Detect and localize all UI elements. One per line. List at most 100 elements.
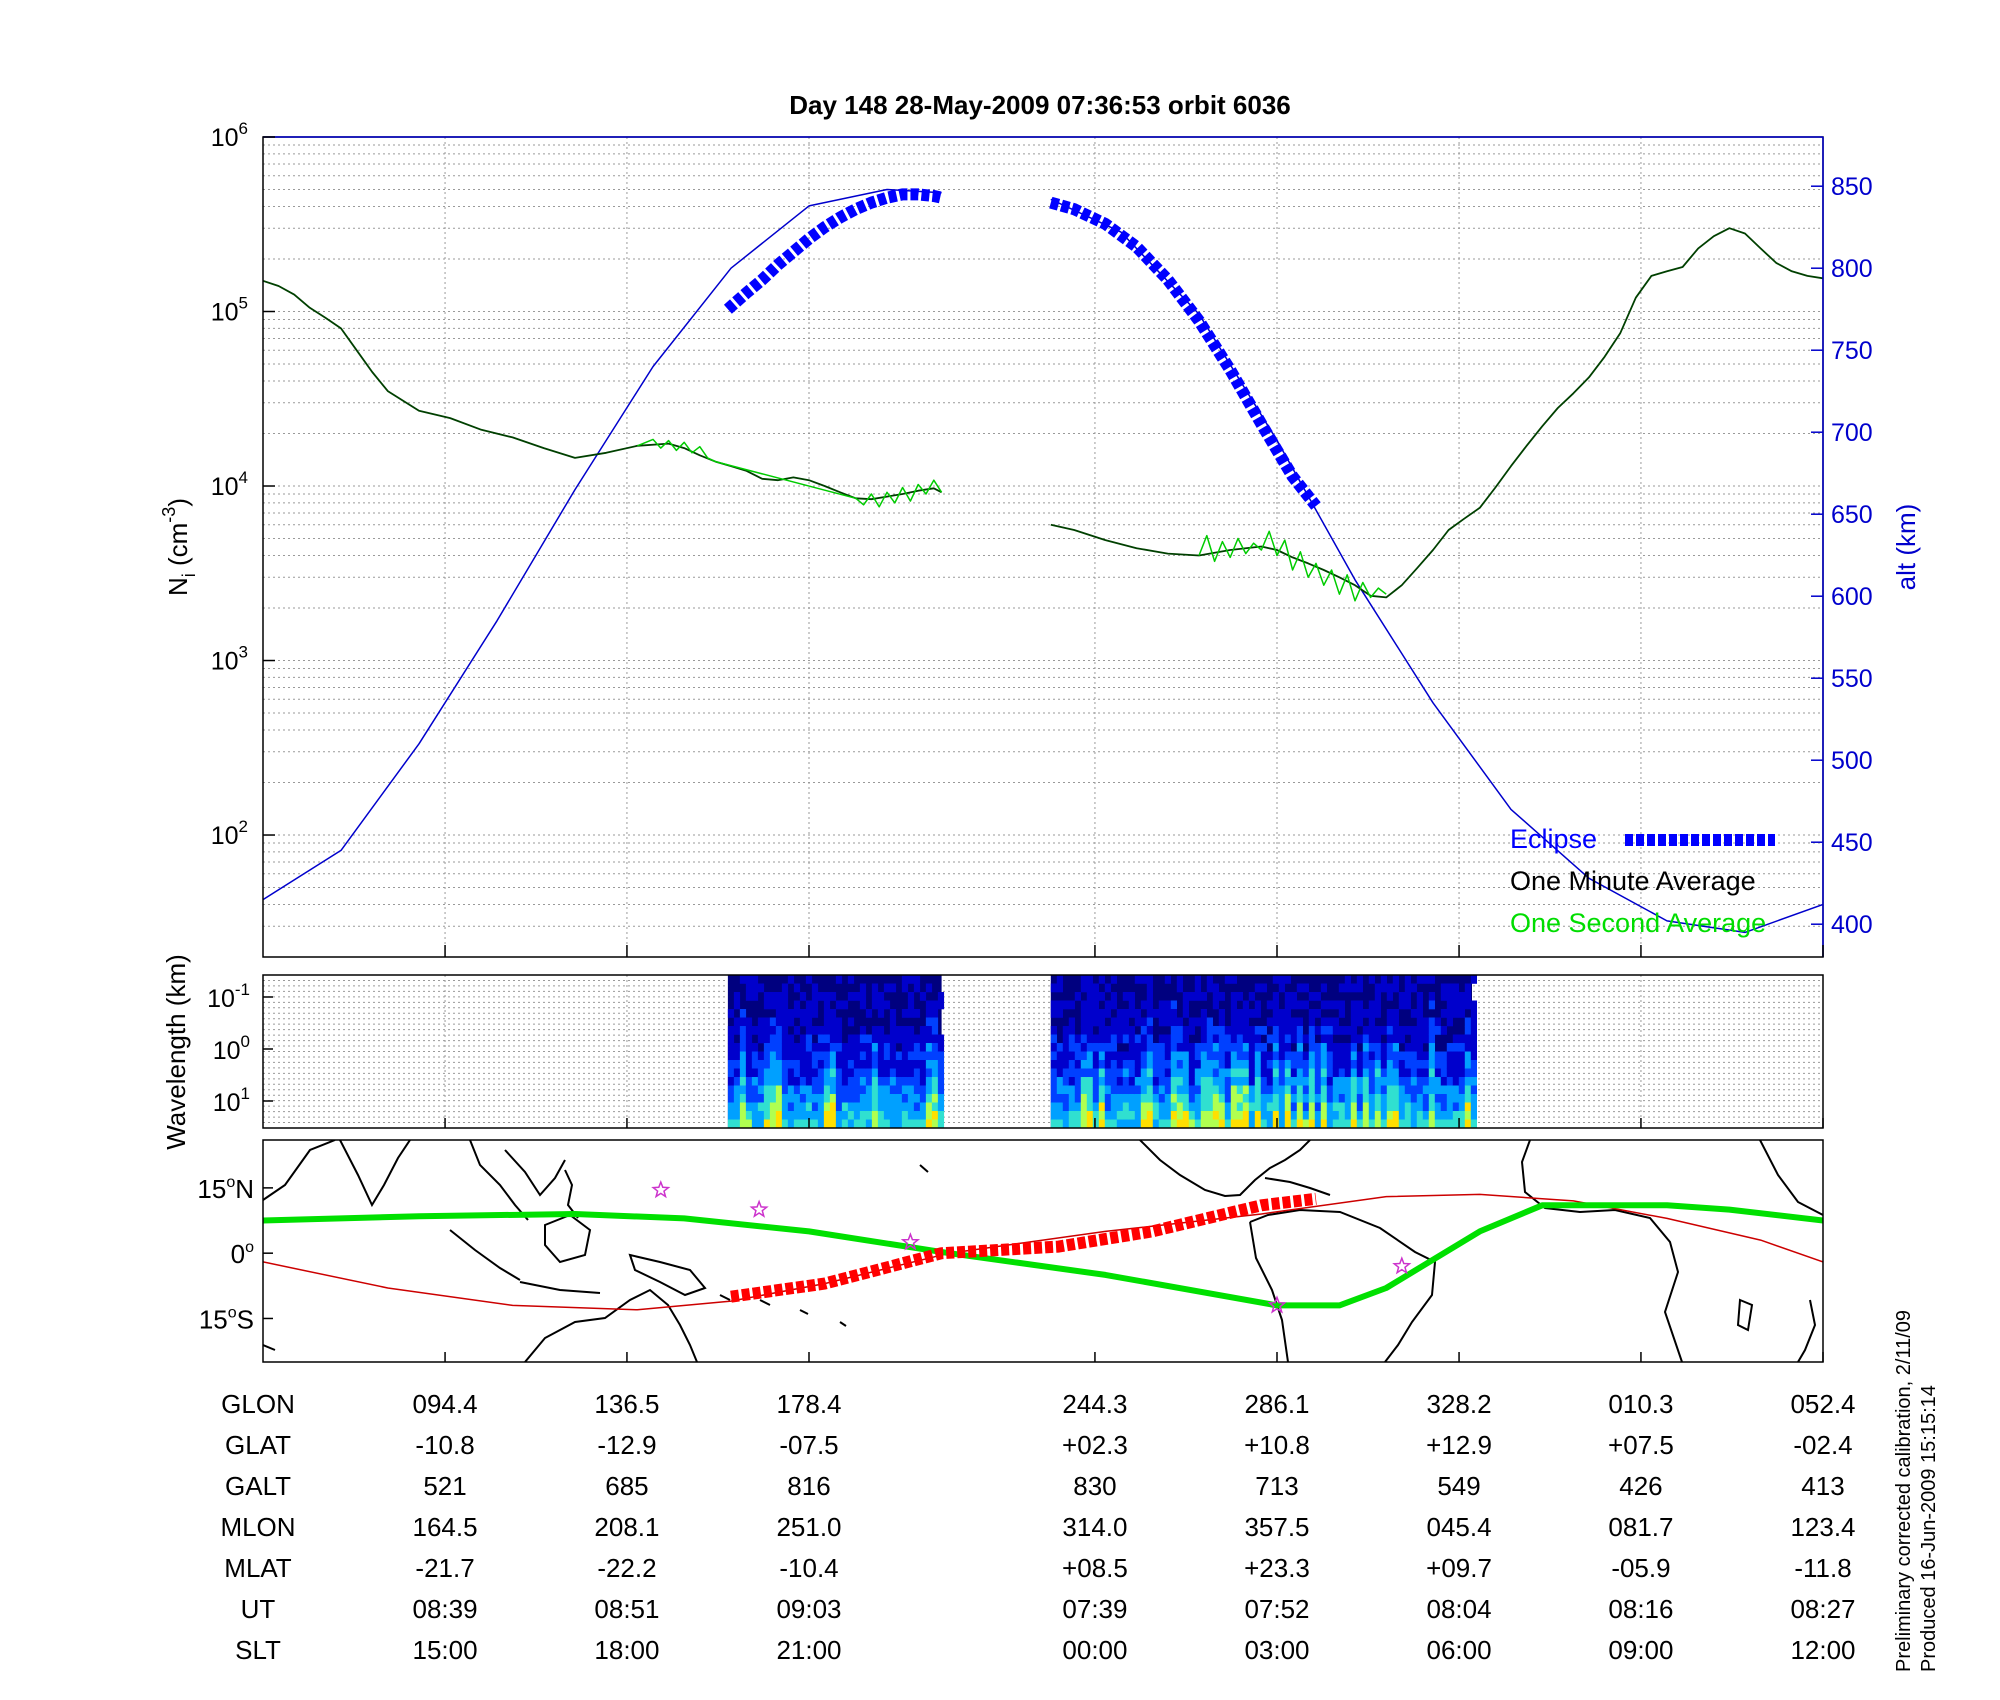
spectrogram-cell — [775, 1043, 783, 1052]
spectrogram-cell — [1122, 1102, 1129, 1112]
spectrogram-cell — [781, 1111, 789, 1120]
spectrogram-cell — [1392, 1102, 1399, 1112]
spectrogram-cell — [925, 1111, 933, 1120]
spectrogram-cell — [1398, 1102, 1405, 1112]
spectrogram-cell — [1200, 1094, 1207, 1103]
density-axis-label-close: ) — [163, 498, 193, 507]
spectrogram-cell — [1128, 1060, 1135, 1069]
spectrogram-cell — [1428, 1043, 1435, 1052]
spectrogram-cell — [1146, 1077, 1153, 1086]
spectrogram-cell — [823, 1094, 831, 1103]
spectrogram-cell — [1338, 1068, 1345, 1078]
spectrogram-cell — [1062, 1060, 1069, 1069]
spectrogram-cell — [793, 1000, 801, 1010]
spectrogram-cell — [1428, 1085, 1435, 1095]
coastlines — [263, 1140, 1823, 1362]
spectrogram-cell — [895, 1102, 903, 1112]
spectrogram-cell — [1266, 1085, 1273, 1095]
spectrogram-cell — [1116, 1111, 1123, 1120]
spectrogram-cell — [859, 1026, 867, 1035]
spectrogram-cell — [745, 1102, 753, 1112]
spectrogram-cell — [1320, 1017, 1327, 1027]
spectrogram-cell — [1392, 1068, 1399, 1078]
spectrogram-cell — [1362, 1085, 1369, 1095]
spectrogram-cell — [751, 1051, 759, 1061]
ephemeris-cell: 208.1 — [594, 1512, 659, 1542]
spectrogram-cell — [829, 1094, 837, 1103]
spectrogram-cell — [1260, 1026, 1267, 1035]
spectrogram-cell — [1458, 1085, 1465, 1095]
spectrogram-cell — [751, 1043, 759, 1052]
spectrogram-cell — [1302, 983, 1309, 993]
spectrogram-cell — [1362, 1034, 1369, 1044]
spectrogram-cell — [1158, 1094, 1165, 1103]
ephemeris-cell: 328.2 — [1427, 1389, 1492, 1419]
spectrogram-cell — [883, 1094, 891, 1103]
spectrogram-cell — [1122, 1026, 1129, 1035]
spectrogram-cell — [1374, 1043, 1381, 1052]
spectrogram-cell — [817, 1111, 825, 1120]
spectrogram-cell — [835, 1102, 843, 1112]
spectrogram-cell — [841, 1043, 849, 1052]
spectrogram-cell — [1296, 1119, 1303, 1129]
spectrogram-cell — [727, 1009, 735, 1018]
spectrogram-cell — [1290, 1034, 1297, 1044]
spectrogram-cell — [1224, 1102, 1231, 1112]
spectrogram-cell — [1278, 1009, 1285, 1018]
spectrogram-cell — [1284, 1085, 1291, 1095]
spectrogram-cell — [1092, 1119, 1099, 1129]
spectrogram-cell — [1062, 1094, 1069, 1103]
spectrogram-cell — [1296, 1000, 1303, 1010]
spectrogram-cell — [1152, 1060, 1159, 1069]
spectrogram-cell — [805, 1043, 813, 1052]
spectrogram-cell — [811, 1026, 819, 1035]
spectrogram-cell — [817, 1119, 825, 1129]
spectrogram-cell — [1224, 1085, 1231, 1095]
spectrogram-cell — [805, 1068, 813, 1078]
spectrogram-cell — [1422, 1051, 1429, 1061]
spectrogram-cell — [1404, 1111, 1411, 1120]
spectrogram-cell — [1212, 1119, 1219, 1129]
spectrogram-cell — [1158, 1009, 1165, 1018]
spectrogram-cell — [1230, 1009, 1237, 1018]
spectrogram-cell — [787, 1094, 795, 1103]
spectrogram-cell — [937, 1043, 945, 1052]
spectrogram-cell — [1116, 1119, 1123, 1129]
spectrogram-cell — [1356, 1111, 1363, 1120]
spectrogram-cell — [847, 1068, 855, 1078]
spectrogram-cell — [1416, 1102, 1423, 1112]
spectrogram-cell — [1050, 1102, 1057, 1112]
spectrogram-cell — [1470, 1009, 1477, 1018]
spectrogram-cell — [859, 983, 867, 993]
spectrogram-cell — [1380, 1043, 1387, 1052]
spectrogram-cell — [781, 1068, 789, 1078]
spectrogram-cell — [1464, 983, 1471, 993]
spectrogram-cell — [925, 1043, 933, 1052]
spectrogram-cell — [847, 1051, 855, 1061]
spectrogram-cell — [769, 1034, 777, 1044]
spectrogram-cell — [859, 1051, 867, 1061]
spectrogram-cell — [1338, 1009, 1345, 1018]
spectrogram-cell — [1140, 1119, 1147, 1129]
spectrogram-cell — [1458, 1102, 1465, 1112]
spectrogram-cell — [1068, 1060, 1075, 1069]
spectrogram-cell — [1338, 1102, 1345, 1112]
spectrogram-cell — [1362, 1111, 1369, 1120]
spectrogram-cell — [1146, 1017, 1153, 1027]
spectrogram-cell — [1416, 1017, 1423, 1027]
spectrogram-cell — [1320, 1111, 1327, 1120]
spectrogram-cell — [1086, 1119, 1093, 1129]
spectrogram-cell — [1254, 1085, 1261, 1095]
spectrogram-cell — [1170, 1017, 1177, 1027]
spectrogram-cell — [1380, 975, 1387, 984]
spectrogram-cell — [781, 1009, 789, 1018]
ephemeris-cell: -10.8 — [415, 1430, 474, 1460]
spectrogram-cell — [757, 1051, 765, 1061]
spectrogram-cell — [727, 1026, 735, 1035]
ephemeris-cell: 830 — [1073, 1471, 1116, 1501]
spectrogram-cell — [1230, 1085, 1237, 1095]
spectrogram-cell — [1050, 1077, 1057, 1086]
spectrogram-cell — [1296, 1051, 1303, 1061]
spectrogram-cell — [823, 1051, 831, 1061]
spectrogram-cell — [757, 1094, 765, 1103]
